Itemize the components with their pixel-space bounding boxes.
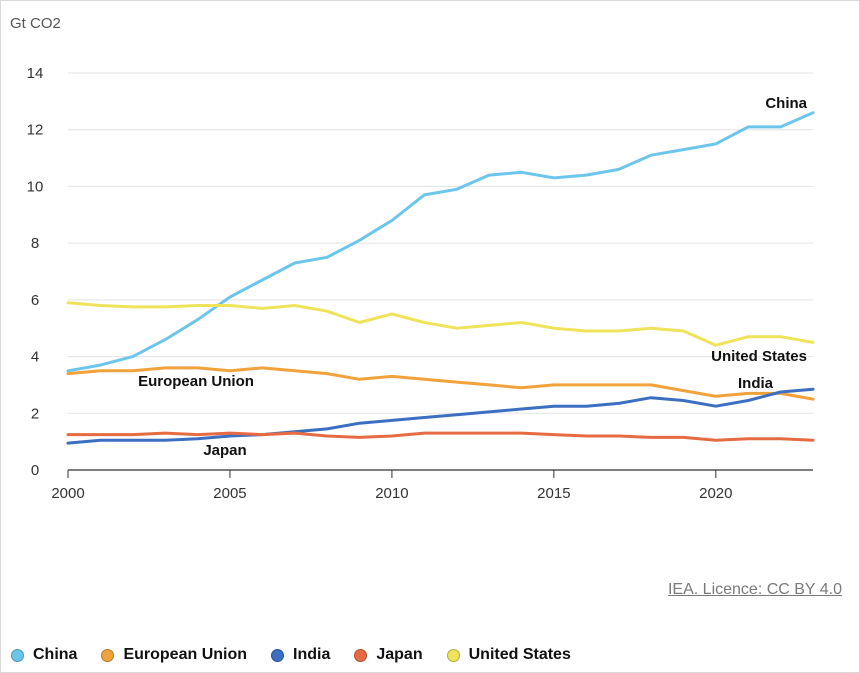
- series-line-china: [66, 111, 815, 373]
- series-line-european-union: [66, 366, 815, 401]
- series-label-japan: Japan: [203, 442, 246, 459]
- legend: China European Union India Japan United Stat…: [11, 646, 595, 664]
- series-label-china: China: [765, 95, 807, 112]
- y-tick-label-14: 14: [27, 65, 44, 82]
- legend-label-japan: Japan: [376, 646, 423, 663]
- legend-label-european-union: European Union: [123, 646, 248, 663]
- legend-item-japan[interactable]: Japan: [354, 646, 423, 664]
- x-tick-label-2020: 2020: [699, 485, 732, 502]
- y-tick-label-4: 4: [31, 349, 39, 366]
- series-label-united-states: United States: [711, 348, 807, 365]
- legend-item-china[interactable]: China: [11, 646, 77, 664]
- legend-swatch-united-states: [446, 648, 460, 662]
- series-line-japan: [66, 431, 815, 442]
- series-label-india: India: [738, 375, 774, 392]
- series-line-india: [66, 387, 815, 445]
- legend-swatch-european-union: [101, 648, 115, 662]
- legend-swatch-japan: [354, 648, 368, 662]
- source-link[interactable]: IEA. Licence: CC BY 4.0: [667, 581, 842, 598]
- y-tick-label-6: 6: [31, 292, 39, 309]
- legend-label-india: India: [293, 646, 331, 663]
- legend-swatch-china: [11, 648, 24, 662]
- x-tick-label-2015: 2015: [537, 485, 570, 502]
- x-tick-label-2010: 2010: [375, 485, 408, 502]
- legend-swatch-india: [271, 648, 285, 662]
- y-tick-label-2: 2: [31, 405, 39, 422]
- legend-label-united-states: United States: [468, 646, 571, 663]
- legend-label-china: China: [33, 646, 78, 663]
- x-tick-label-2005: 2005: [213, 485, 246, 502]
- legend-item-india[interactable]: India: [271, 646, 330, 664]
- legend-item-european-union[interactable]: European Union: [101, 646, 247, 664]
- legend-item-united-states[interactable]: United States: [446, 646, 571, 664]
- y-axis-unit-label: Gt CO2: [10, 15, 61, 32]
- series-label-european-union: European Union: [138, 373, 254, 390]
- y-tick-label-12: 12: [27, 122, 44, 139]
- y-tick-label-0: 0: [31, 462, 39, 479]
- x-tick-label-2000: 2000: [51, 485, 84, 502]
- y-tick-label-10: 10: [27, 178, 44, 195]
- series-line-united-states: [66, 301, 815, 347]
- y-tick-label-8: 8: [31, 235, 39, 252]
